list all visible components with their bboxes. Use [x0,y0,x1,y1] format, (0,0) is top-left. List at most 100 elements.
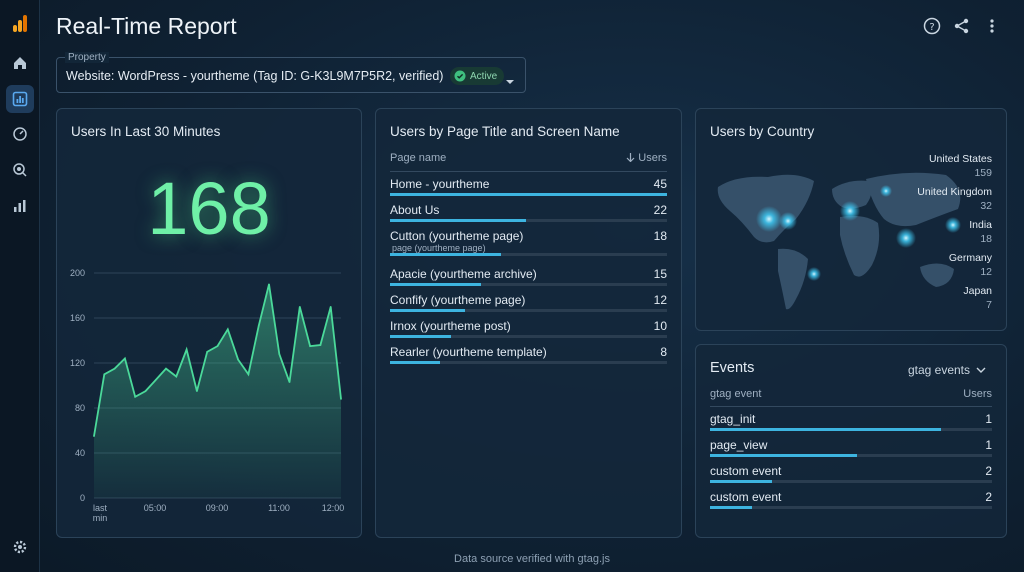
status-badge-label: Active [470,70,498,82]
table-row[interactable]: Irnox (yourtheme post) 10 [390,319,667,345]
row-bar-fill [390,335,451,338]
gear-icon[interactable] [6,533,34,561]
y-tick-label: 80 [75,403,85,413]
x-tick-label: 12:00 [322,503,345,513]
row-value: 2 [985,464,992,478]
country-item[interactable]: India 18 [969,219,992,245]
pages-header: Page name Users [390,152,667,164]
map-hotspot [756,206,782,232]
world-map [717,172,961,310]
divider [390,171,667,172]
row-label: Cutton (yourtheme page) [390,229,524,243]
page-title: Real-Time Report [56,13,237,39]
explore-icon[interactable] [6,120,34,148]
row-value: 45 [653,177,667,191]
table-row[interactable]: Home - yourtheme 45 [390,177,667,203]
row-bar-fill [710,480,773,483]
table-row[interactable]: Rearler (yourtheme template) 8 [390,345,667,371]
country-item[interactable]: Germany 12 [949,252,992,278]
country-item[interactable]: Japan 7 [963,285,992,311]
data-point [340,398,342,400]
sidebar [0,0,40,572]
data-point [299,305,301,308]
data-point [226,328,229,331]
pages-title: Users by Page Title and Screen Name [390,124,620,139]
property-value: Website: WordPress - yourtheme (Tag ID: … [66,69,444,83]
data-point [237,358,239,361]
events-col-name: gtag event [710,388,762,400]
share-icon[interactable] [952,16,972,36]
data-point [196,390,198,392]
row-value: 8 [660,345,667,359]
svg-text:?: ? [929,22,934,33]
table-row[interactable]: Confify (yourtheme page) 12 [390,293,667,319]
country-item[interactable]: United Kingdom 32 [917,186,992,212]
row-sublabel: page (yourtheme page) [392,243,486,253]
map-hotspot [896,228,916,248]
property-selector[interactable]: Property Website: WordPress - yourtheme … [56,52,526,93]
row-bar-track [390,335,667,338]
table-row[interactable]: Apacie (yourtheme archive) 15 [390,267,667,293]
map-hotspot [945,217,961,233]
row-label: gtag_init [710,412,756,426]
arrow-down-icon [626,153,635,163]
main-content: Real-Time Report ? Property Website: Wor… [40,0,1024,572]
row-bar-track [710,506,992,509]
data-point [329,305,332,308]
row-bar-fill [710,428,942,431]
table-row[interactable]: Cutton (yourtheme page) page (yourtheme p… [390,229,667,256]
more-vert-icon[interactable] [982,16,1002,36]
table-row[interactable]: About Us 22 [390,203,667,229]
property-label: Property [65,52,109,63]
home-icon[interactable] [6,49,34,77]
event-row[interactable]: page_view 1 [710,438,992,464]
row-label: custom event [710,490,782,504]
pages-col-users-label: Users [638,152,667,164]
area-fill [94,284,341,498]
advertising-icon[interactable] [6,156,34,184]
events-dropdown[interactable]: gtag events [908,363,986,377]
map-hotspot [840,201,860,221]
row-bar-track [390,283,667,286]
country-name: India [969,219,992,231]
row-bar-fill [390,283,482,286]
pages-card: Users by Page Title and Screen Name Page… [375,108,682,538]
event-row[interactable]: custom event 2 [710,464,992,490]
country-value: 12 [980,266,992,278]
x-tick-label: 11:00 [268,503,290,513]
row-label: Rearler (yourtheme template) [390,345,547,359]
users-area-chart: 200 160 120 80 40 0 last min 05:00 09:00 11:00 12:0… [70,268,345,523]
chevron-down-icon [976,367,986,373]
reports-icon[interactable] [6,85,34,113]
map-hotspot [880,185,892,197]
country-value: 32 [980,200,992,212]
chevron-down-icon[interactable] [505,72,515,90]
users-30min-title: Users In Last 30 Minutes [71,124,221,139]
data-point [175,375,178,378]
x-tick-label: last min [93,503,108,523]
y-tick-label: 0 [80,493,85,503]
data-point [134,395,136,398]
event-row[interactable]: gtag_init 1 [710,412,992,438]
events-header: gtag event Users [710,388,992,400]
pages-col-name: Page name [390,152,447,164]
help-icon[interactable]: ? [922,16,942,36]
event-row[interactable]: custom event 2 [710,490,992,516]
country-item[interactable]: United States 159 [929,153,992,179]
data-point [247,373,250,376]
row-bar-track [710,428,992,431]
pages-col-users[interactable]: Users [626,152,667,164]
map-hotspot [779,212,797,230]
y-tick-label: 200 [70,268,85,278]
bar-chart-icon[interactable] [6,192,34,220]
row-bar-fill [390,253,501,256]
country-card: Users by Country United States [695,108,1007,331]
country-name: Japan [963,285,992,297]
row-value: 18 [653,229,667,243]
row-bar-track [390,361,667,364]
data-point [165,367,167,370]
row-label: About Us [390,203,440,217]
row-value: 1 [985,438,992,452]
analytics-logo-icon[interactable] [6,10,34,38]
x-tick-label: 05:00 [144,503,167,513]
